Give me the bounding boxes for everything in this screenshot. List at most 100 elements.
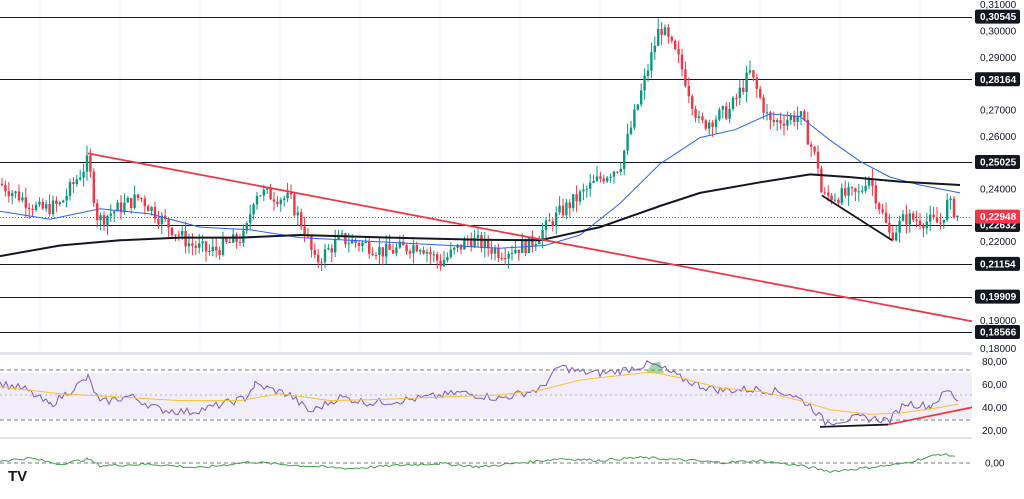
candle — [194, 240, 197, 256]
ma-short-line — [0, 113, 961, 249]
candle — [599, 171, 602, 183]
candle — [582, 183, 585, 200]
candle — [82, 163, 85, 187]
candle — [782, 115, 786, 136]
level-label: 0,19909 — [980, 292, 1017, 303]
rsi-tick: 60,00 — [982, 380, 1007, 391]
rsi-low-line[interactable] — [819, 423, 889, 428]
candle — [245, 221, 248, 235]
candle — [629, 120, 633, 136]
trendlines[interactable] — [87, 152, 976, 323]
candle — [786, 111, 789, 131]
level-badge[interactable]: 0,19909 — [975, 289, 1020, 304]
candle — [14, 190, 17, 199]
oscillator-tick: 0,00 — [985, 459, 1005, 470]
candle — [208, 244, 211, 256]
candle — [429, 246, 432, 264]
candle — [31, 204, 34, 216]
candle — [119, 195, 123, 220]
candle — [45, 200, 48, 213]
candle — [99, 212, 102, 231]
candle — [789, 113, 792, 125]
candle — [283, 195, 286, 207]
candle — [810, 141, 813, 157]
candle — [908, 209, 911, 233]
candle — [140, 197, 143, 203]
oscillator-lines — [0, 453, 956, 474]
candle — [572, 194, 575, 212]
candle — [718, 107, 721, 122]
candle — [113, 210, 116, 222]
descending-trendline[interactable] — [87, 152, 976, 323]
candle — [507, 251, 510, 269]
pane-separator[interactable] — [0, 352, 972, 355]
candle — [354, 238, 357, 248]
candle — [483, 231, 486, 258]
candle — [568, 199, 571, 218]
candle — [504, 247, 507, 266]
candle — [300, 208, 303, 230]
candle — [453, 246, 456, 255]
candle — [374, 251, 378, 260]
candle — [606, 175, 609, 184]
candle — [269, 183, 272, 200]
level-badge[interactable]: 0,18566 — [975, 324, 1020, 339]
candle — [660, 22, 663, 46]
falling-support-trendline[interactable] — [821, 194, 893, 242]
candle — [548, 212, 551, 222]
candle — [623, 149, 626, 176]
candle — [490, 239, 493, 260]
level-badge[interactable]: 0,28164 — [975, 72, 1020, 87]
candle — [742, 80, 745, 95]
level-badge[interactable]: 0,21154 — [975, 256, 1020, 271]
candle — [51, 195, 55, 217]
candle — [589, 174, 592, 197]
candle — [531, 230, 534, 253]
candle — [487, 234, 490, 257]
candle — [211, 238, 214, 257]
candle — [612, 170, 616, 184]
price-tick: 0,31000 — [980, 0, 1017, 11]
candle — [657, 18, 660, 46]
candle — [915, 210, 918, 228]
candle — [116, 199, 119, 212]
candle — [929, 205, 932, 231]
candle — [643, 68, 646, 100]
candle — [939, 212, 942, 230]
candle — [153, 202, 157, 224]
candle — [888, 213, 891, 239]
candle — [694, 105, 697, 123]
candle — [755, 73, 758, 98]
price-tick: 0,30000 — [980, 26, 1017, 37]
candle — [442, 250, 446, 268]
candle — [439, 254, 442, 271]
candle — [636, 103, 639, 111]
candle — [395, 243, 398, 257]
candle — [480, 231, 483, 253]
rsi-line — [0, 360, 959, 427]
level-badge[interactable]: 0,25025 — [975, 154, 1020, 169]
candle — [286, 182, 289, 203]
rsi-support[interactable] — [887, 406, 973, 426]
candle — [422, 246, 425, 255]
tradingview-logo[interactable]: TV — [8, 468, 27, 485]
candle — [585, 185, 588, 198]
candle — [602, 174, 605, 185]
candle — [878, 201, 881, 215]
candle — [551, 217, 554, 232]
ma-long-line — [0, 173, 961, 258]
level-badge[interactable]: 0,30545 — [975, 9, 1020, 24]
candle — [874, 181, 877, 210]
candle — [626, 123, 629, 155]
candle — [293, 192, 296, 217]
candle — [932, 206, 935, 220]
candle — [558, 196, 561, 215]
candle — [816, 145, 820, 175]
candle — [391, 243, 395, 254]
candle — [327, 244, 330, 251]
candle — [55, 196, 58, 213]
pane-separator-2[interactable] — [0, 437, 972, 439]
candle — [7, 182, 10, 203]
candle — [942, 219, 945, 229]
